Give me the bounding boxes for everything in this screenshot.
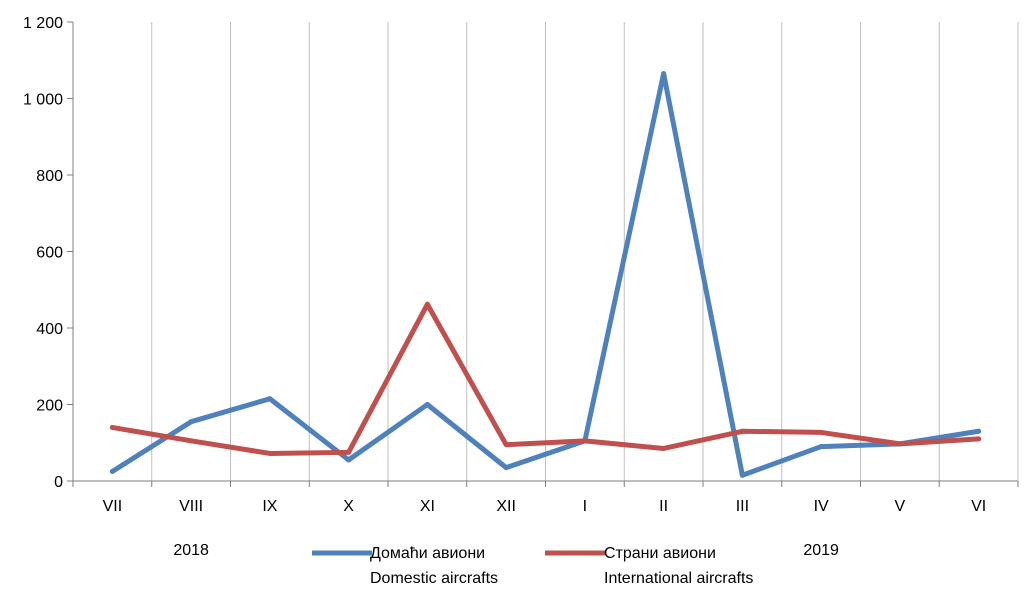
- x-tick-label: VIII: [179, 498, 203, 515]
- series-line-international: [109, 301, 982, 456]
- series-line-domestic: [109, 71, 982, 478]
- y-tick-label: 800: [36, 168, 63, 185]
- x-tick-label: III: [736, 498, 749, 515]
- data-point: [739, 472, 745, 478]
- y-tick-label: 400: [36, 321, 63, 338]
- data-point: [267, 450, 273, 456]
- x-tick-label: XI: [420, 498, 435, 515]
- x-tick-label: VI: [971, 498, 986, 515]
- y-tick-label: 1 000: [23, 92, 63, 109]
- year-label: 2018: [173, 542, 209, 559]
- x-tick-label: XII: [496, 498, 516, 515]
- data-point: [582, 438, 588, 444]
- data-point: [818, 429, 824, 435]
- x-tick-label: X: [343, 498, 354, 515]
- data-point: [424, 402, 430, 407]
- legend-entry-international: Страни авиони International aircrafts: [545, 545, 753, 587]
- y-axis-tick-labels: 0 200 400 600 800 1 000 1 200: [23, 15, 63, 491]
- data-point: [109, 424, 115, 430]
- series-lines: [109, 71, 982, 478]
- legend-label-international-line2: International aircrafts: [604, 570, 753, 587]
- y-tick-label: 0: [54, 474, 63, 491]
- data-point: [503, 442, 509, 448]
- y-tick-label: 1 200: [23, 15, 63, 32]
- data-point: [188, 438, 194, 444]
- axes: [67, 21, 1019, 487]
- data-point: [976, 436, 982, 442]
- legend-label-domestic-line2: Domestic aircrafts: [370, 570, 498, 587]
- year-labels: 2018 2019: [173, 542, 839, 559]
- data-point: [661, 71, 667, 77]
- x-tick-label: IX: [262, 498, 277, 515]
- legend-label-international-line1: Страни авиони: [604, 545, 716, 562]
- data-point: [424, 301, 430, 307]
- x-tick-label: VII: [103, 498, 123, 515]
- data-point: [739, 428, 745, 434]
- data-point: [267, 396, 273, 402]
- y-tick-label: 600: [36, 245, 63, 262]
- data-point: [661, 445, 667, 451]
- data-point: [188, 419, 194, 425]
- data-point: [503, 465, 509, 471]
- grid-lines: [72, 22, 1019, 481]
- data-point: [346, 449, 352, 455]
- x-tick-label: I: [583, 498, 587, 515]
- data-point: [897, 441, 903, 447]
- legend: Домаћи авиони Domestic aircrafts Страни …: [312, 545, 753, 587]
- y-tick-label: 200: [36, 398, 63, 415]
- x-tick-label: IV: [814, 498, 829, 515]
- data-point: [346, 457, 352, 463]
- data-point: [976, 428, 982, 434]
- legend-entry-domestic: Домаћи авиони Domestic aircrafts: [312, 545, 498, 587]
- data-point: [109, 468, 115, 474]
- x-tick-label: II: [659, 498, 668, 515]
- data-point: [818, 444, 824, 450]
- x-axis-tick-labels: VII VIII IX X XI XII I II III IV V VI: [103, 498, 987, 515]
- year-label: 2019: [803, 542, 839, 559]
- x-tick-label: V: [895, 498, 906, 515]
- legend-label-domestic-line1: Домаћи авиони: [370, 545, 485, 562]
